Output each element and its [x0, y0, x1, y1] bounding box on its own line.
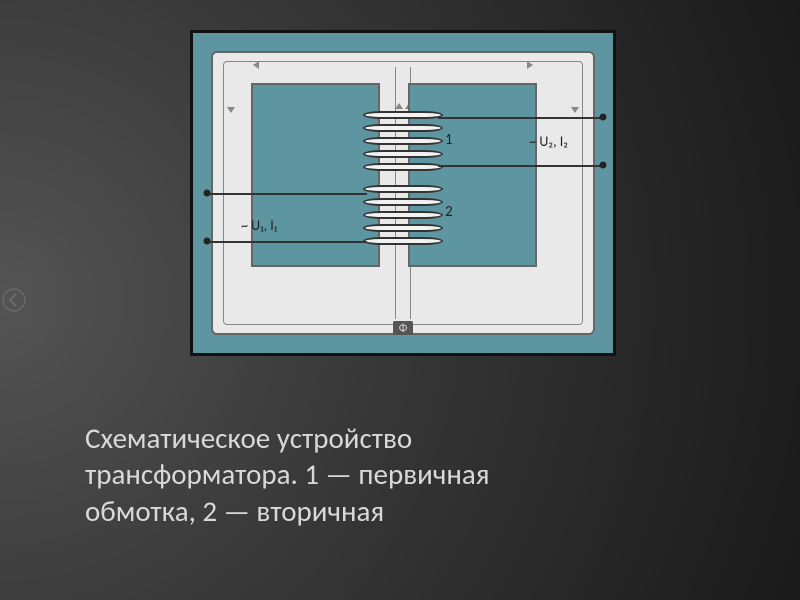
secondary-coil — [363, 185, 443, 250]
coil-1-label: 1 — [445, 131, 453, 149]
prev-slide-button[interactable] — [0, 0, 28, 600]
coil-2-label: 2 — [445, 203, 453, 221]
slide-caption: Схематическое устройство трансформатора.… — [85, 420, 740, 529]
flux-symbol: Φ — [393, 321, 413, 335]
terminal-label-primary: ~ U₁, I₁ — [241, 217, 277, 234]
caption-line-2: трансформатора. 1 — первичная — [85, 456, 490, 492]
primary-terminal-2 — [204, 238, 211, 245]
chevron-left-icon — [2, 278, 26, 322]
caption-line-3: обмотка, 2 — вторичная — [85, 493, 384, 529]
primary-lead-bot — [207, 241, 367, 243]
secondary-terminal-2 — [600, 162, 607, 169]
transformer-diagram: 1 2 ~ U₁, I₁ ~ U₂, I₂ Φ — [190, 30, 616, 356]
primary-lead-top — [207, 193, 367, 195]
core-window-left — [251, 83, 380, 267]
caption-line-1: Схематическое устройство — [85, 420, 412, 456]
terminal-label-secondary: ~ U₂, I₂ — [529, 133, 568, 150]
transformer-core: 1 2 ~ U₁, I₁ ~ U₂, I₂ Φ — [211, 51, 595, 335]
primary-coil — [363, 111, 443, 176]
primary-terminal-1 — [204, 190, 211, 197]
secondary-terminal-1 — [600, 114, 607, 121]
secondary-lead-bot — [438, 165, 603, 167]
secondary-lead-top — [438, 117, 603, 119]
